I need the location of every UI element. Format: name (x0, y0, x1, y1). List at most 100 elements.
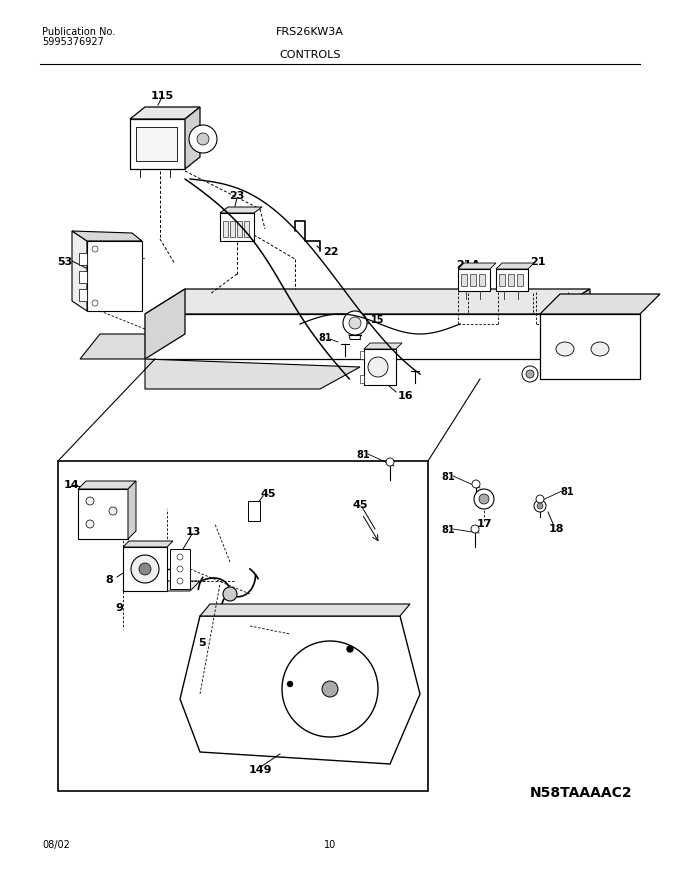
Circle shape (131, 555, 159, 583)
Text: 8: 8 (105, 574, 113, 584)
Bar (248, 501, 260, 521)
Bar (360, 352, 364, 360)
Polygon shape (540, 295, 660, 315)
Text: 53: 53 (57, 256, 73, 267)
Circle shape (288, 681, 292, 687)
Circle shape (537, 503, 543, 509)
Text: 17: 17 (476, 519, 492, 528)
Circle shape (349, 318, 361, 329)
Text: 16: 16 (398, 390, 413, 401)
Bar (244, 222, 249, 238)
Circle shape (189, 126, 217, 154)
Circle shape (536, 495, 544, 503)
Text: 10: 10 (324, 839, 336, 849)
Polygon shape (123, 541, 173, 547)
Polygon shape (130, 108, 200, 120)
Text: 81: 81 (318, 333, 332, 342)
Bar (123, 547, 167, 591)
Circle shape (92, 247, 98, 253)
Text: 22: 22 (323, 247, 339, 256)
Polygon shape (180, 616, 420, 764)
Circle shape (322, 681, 338, 697)
Polygon shape (220, 208, 262, 214)
Circle shape (474, 489, 494, 509)
Text: 45: 45 (352, 500, 368, 509)
Bar (458, 269, 490, 292)
Circle shape (197, 134, 209, 146)
Polygon shape (458, 263, 496, 269)
Text: 14: 14 (64, 480, 80, 489)
Bar (237, 222, 242, 238)
Polygon shape (185, 108, 200, 169)
Circle shape (177, 579, 183, 584)
Circle shape (534, 501, 546, 513)
Bar (499, 275, 505, 287)
Polygon shape (128, 481, 136, 540)
Text: 9: 9 (115, 602, 123, 613)
Circle shape (223, 587, 237, 601)
Circle shape (343, 312, 367, 335)
Bar (479, 275, 485, 287)
Bar (79, 272, 87, 283)
Text: 149: 149 (248, 764, 272, 774)
Polygon shape (550, 289, 590, 360)
Circle shape (479, 494, 489, 504)
Polygon shape (540, 315, 640, 380)
Circle shape (86, 521, 94, 528)
Bar (223, 222, 228, 238)
Text: 15: 15 (371, 315, 384, 325)
Polygon shape (80, 335, 185, 360)
Bar (170, 549, 190, 589)
Circle shape (177, 567, 183, 573)
Circle shape (282, 641, 378, 737)
Bar (517, 275, 523, 287)
Polygon shape (145, 289, 185, 360)
Polygon shape (364, 343, 402, 349)
Bar (230, 222, 235, 238)
Polygon shape (78, 481, 136, 489)
Circle shape (177, 554, 183, 561)
Text: N58TAAAAC2: N58TAAAAC2 (529, 785, 632, 799)
Bar (461, 275, 467, 287)
Bar (364, 349, 396, 386)
Text: 45: 45 (260, 488, 276, 499)
Text: 115: 115 (150, 91, 173, 101)
Bar (79, 289, 87, 302)
Circle shape (386, 459, 394, 467)
Text: 81: 81 (356, 449, 370, 460)
Bar (508, 275, 514, 287)
Text: 81: 81 (560, 487, 574, 496)
Circle shape (368, 357, 388, 377)
Circle shape (522, 367, 538, 382)
Bar (79, 254, 87, 266)
Text: Publication No.: Publication No. (42, 27, 115, 37)
Text: 81: 81 (441, 472, 455, 481)
Text: 21: 21 (530, 256, 546, 267)
Circle shape (139, 563, 151, 575)
Text: 23: 23 (229, 191, 245, 201)
Circle shape (92, 301, 98, 307)
Text: 81: 81 (441, 524, 455, 534)
Bar (220, 214, 254, 242)
Circle shape (109, 507, 117, 515)
Polygon shape (145, 360, 360, 389)
Circle shape (472, 481, 480, 488)
Text: 5: 5 (198, 637, 206, 647)
Text: 5995376927: 5995376927 (42, 37, 104, 47)
Polygon shape (145, 315, 550, 360)
Polygon shape (200, 604, 410, 616)
Ellipse shape (591, 342, 609, 356)
Circle shape (471, 526, 479, 534)
Text: 18: 18 (548, 523, 564, 534)
Ellipse shape (556, 342, 574, 356)
Bar (136, 128, 177, 162)
Polygon shape (145, 289, 590, 315)
Polygon shape (78, 489, 128, 540)
Text: 13: 13 (186, 527, 201, 536)
Bar (470, 275, 476, 287)
Text: FRS26KW3A: FRS26KW3A (276, 27, 344, 37)
Polygon shape (123, 581, 200, 591)
Polygon shape (72, 232, 87, 312)
Polygon shape (130, 120, 185, 169)
Polygon shape (72, 232, 142, 242)
